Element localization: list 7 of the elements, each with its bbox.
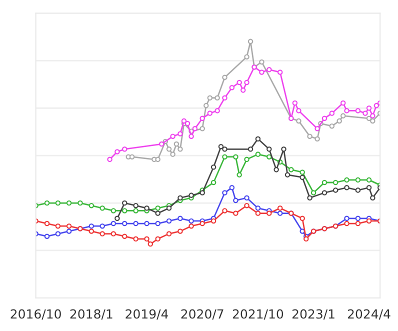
x-tick-label: 2018/1 <box>70 309 112 320</box>
x-tick-label: 2016/10 <box>10 309 61 320</box>
x-tick-label: 2019/4 <box>126 309 168 320</box>
x-tick-label: 2023/1 <box>292 309 334 320</box>
x-tick-label: 2020/7 <box>181 309 224 320</box>
x-tick-label: 2021/10 <box>232 309 284 320</box>
x-tick-label: 2024/4 <box>348 309 390 320</box>
